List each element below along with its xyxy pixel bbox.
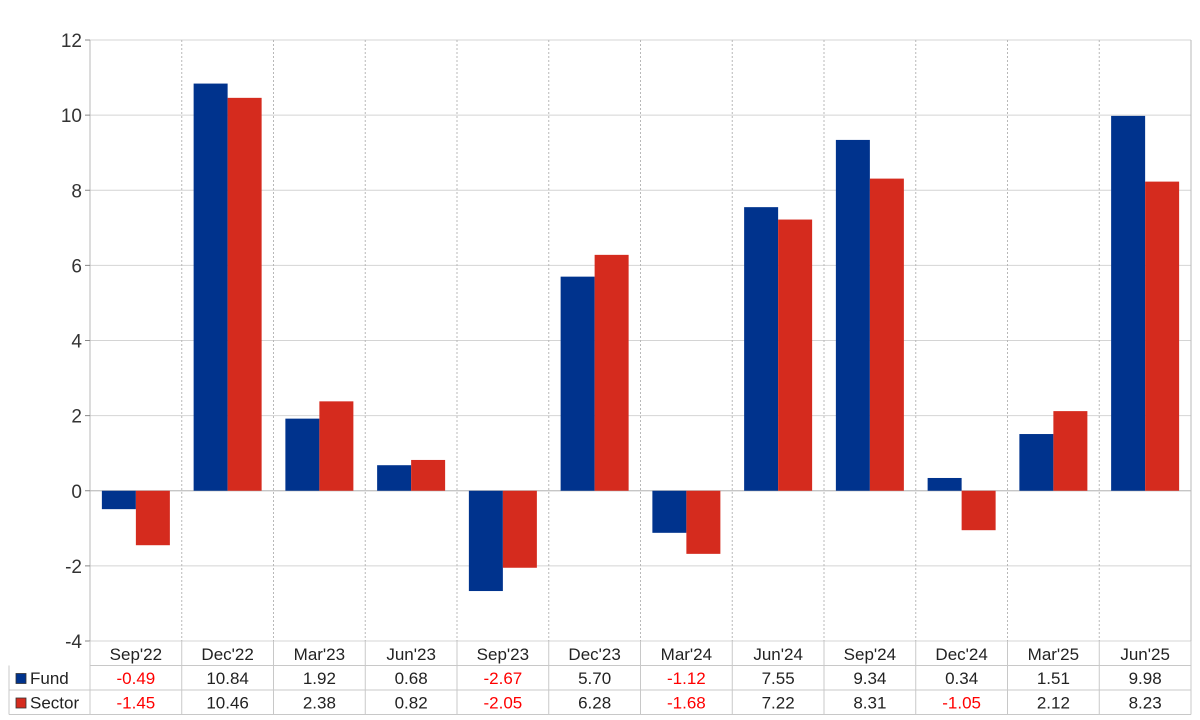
bar-fund xyxy=(927,477,962,491)
y-tick-label: 12 xyxy=(61,31,82,52)
bar-fund xyxy=(835,139,870,491)
data-label-fund: 1.51 xyxy=(1037,669,1070,688)
bar-fund xyxy=(193,83,228,491)
bar-sector xyxy=(502,490,537,568)
legend-label-sector: Sector xyxy=(30,694,79,713)
data-label-sector: 2.12 xyxy=(1037,694,1070,713)
y-tick-label: 6 xyxy=(71,256,82,277)
bar-fund xyxy=(468,490,503,592)
data-label-fund: 10.84 xyxy=(206,669,249,688)
bar-sector xyxy=(1053,411,1088,491)
x-tick-label: Dec'22 xyxy=(201,645,253,664)
y-tick-label: 0 xyxy=(71,482,82,503)
data-label-fund: 5.70 xyxy=(578,669,611,688)
data-label-fund: 9.34 xyxy=(853,669,886,688)
data-label-sector: -1.68 xyxy=(667,694,706,713)
bar-fund xyxy=(744,207,779,491)
gridlines xyxy=(89,39,1192,642)
data-label-fund: 7.55 xyxy=(762,669,795,688)
x-tick-label: Sep'23 xyxy=(477,645,529,664)
y-tick-label: -2 xyxy=(65,557,82,578)
y-tick-label: 2 xyxy=(71,407,82,428)
bar-sector xyxy=(594,254,629,491)
x-tick-label: Mar'24 xyxy=(661,645,712,664)
bar-sector xyxy=(135,490,170,546)
x-tick-label: Jun'24 xyxy=(753,645,803,664)
y-tick-label: 10 xyxy=(61,106,82,127)
bar-sector xyxy=(411,459,446,491)
x-tick-label: Dec'24 xyxy=(935,645,987,664)
bar-sector xyxy=(1145,181,1180,491)
x-tick-label: Sep'24 xyxy=(844,645,896,664)
legend-swatch-fund xyxy=(15,673,27,684)
y-tick-label: 4 xyxy=(71,332,82,353)
data-label-sector: 0.82 xyxy=(395,694,428,713)
data-label-sector: 7.22 xyxy=(762,694,795,713)
data-label-fund: -2.67 xyxy=(484,669,523,688)
data-table: Sep'22 Dec'22 Mar'23 Jun'23 Sep'23 Dec'23 Mar'… xyxy=(8,641,1192,715)
bar-sector xyxy=(869,178,904,491)
y-axis: -4 -2 0 2 4 6 8 10 12 xyxy=(61,31,90,653)
data-label-sector: 6.28 xyxy=(578,694,611,713)
x-tick-label: Mar'23 xyxy=(294,645,345,664)
x-tick-label: Dec'23 xyxy=(568,645,620,664)
bar-fund xyxy=(377,465,412,491)
data-label-fund: 0.68 xyxy=(395,669,428,688)
data-label-fund: -0.49 xyxy=(117,669,156,688)
bar-sector xyxy=(227,97,262,491)
bars xyxy=(101,83,1180,592)
data-label-fund: -1.12 xyxy=(667,669,706,688)
x-tick-label: Jun'23 xyxy=(386,645,436,664)
bar-fund xyxy=(652,490,687,533)
bar-fund xyxy=(1111,115,1146,491)
y-tick-label: -4 xyxy=(65,632,82,653)
data-label-fund: 0.34 xyxy=(945,669,978,688)
data-label-fund: 9.98 xyxy=(1129,669,1162,688)
bar-sector xyxy=(686,490,721,554)
data-label-sector: 10.46 xyxy=(206,694,249,713)
bar-sector xyxy=(961,490,996,531)
bar-fund xyxy=(101,490,136,510)
data-label-sector: -1.45 xyxy=(117,694,156,713)
bar-sector xyxy=(778,219,813,491)
data-label-sector: -1.05 xyxy=(942,694,981,713)
bar-sector xyxy=(319,401,354,491)
bar-fund xyxy=(1019,434,1054,491)
bar-fund xyxy=(560,276,595,491)
data-label-sector: 2.38 xyxy=(303,694,336,713)
y-tick-label: 8 xyxy=(71,181,82,202)
bar-fund xyxy=(285,418,320,491)
data-label-sector: 8.31 xyxy=(853,694,886,713)
x-tick-label: Sep'22 xyxy=(110,645,162,664)
legend-label-fund: Fund xyxy=(30,669,69,688)
data-label-sector: -2.05 xyxy=(484,694,523,713)
data-label-sector: 8.23 xyxy=(1129,694,1162,713)
legend-swatch-sector xyxy=(15,697,27,709)
x-tick-label: Jun'25 xyxy=(1120,645,1170,664)
x-tick-label: Mar'25 xyxy=(1028,645,1079,664)
data-label-fund: 1.92 xyxy=(303,669,336,688)
